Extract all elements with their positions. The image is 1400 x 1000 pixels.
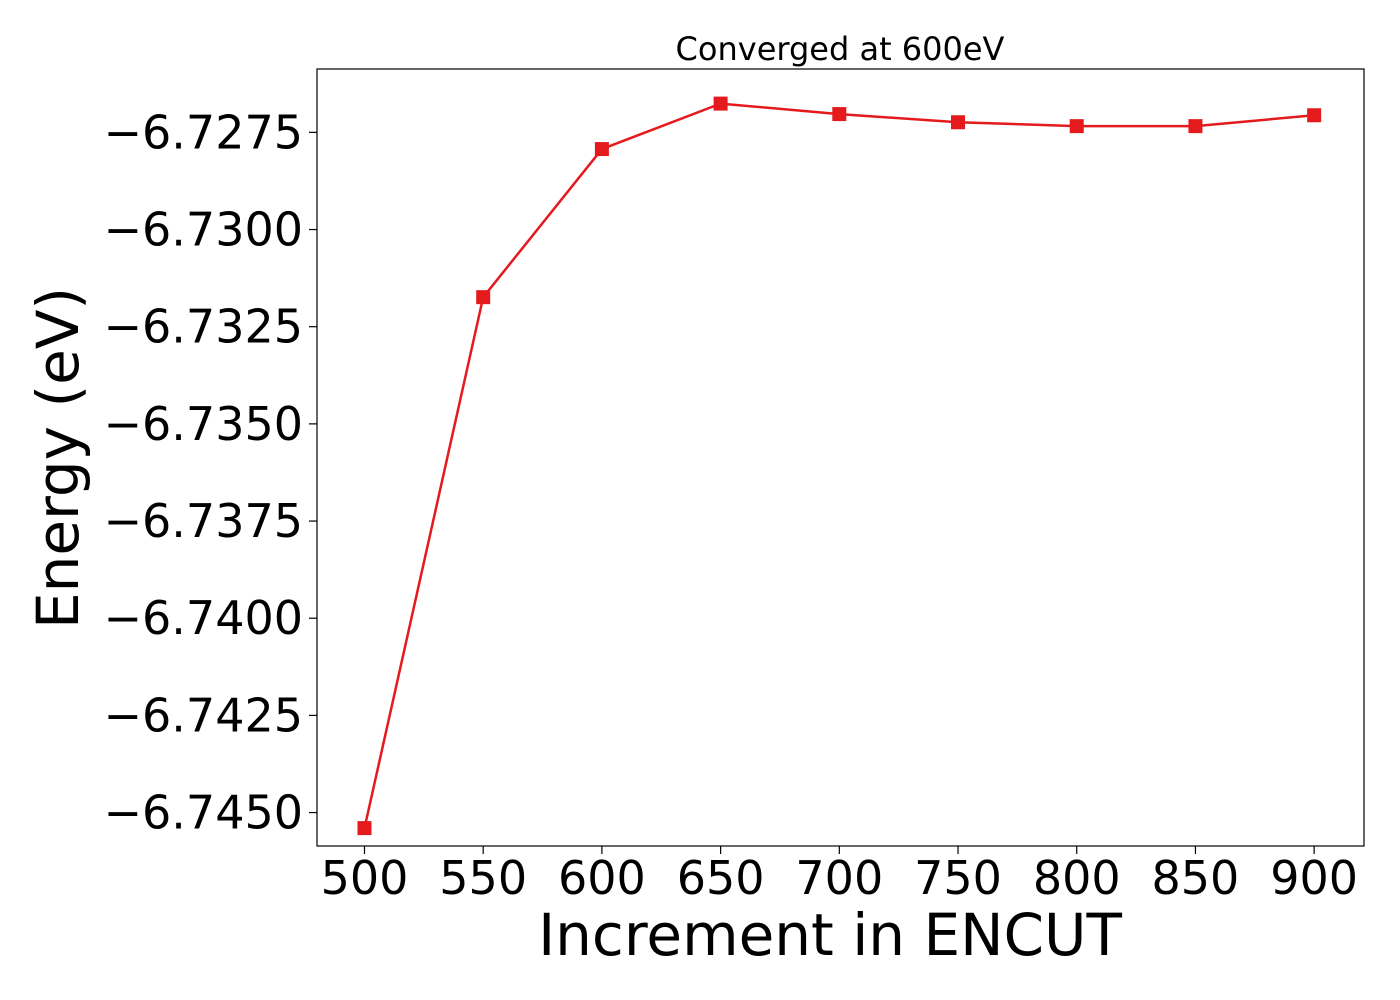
x-axis: 500 550 600 650 700 750 800 850 900: [321, 846, 1358, 905]
y-tick-label: −6.7400: [104, 591, 304, 645]
plot-area: 500 550 600 650 700 750 800 850 900 −6.7275 −6.73…: [104, 68, 1365, 905]
data-point-marker: [1188, 119, 1203, 134]
x-tick-label: 900: [1270, 851, 1358, 905]
data-point-marker: [832, 107, 847, 122]
series-layer: [357, 96, 1322, 836]
data-point-marker: [476, 290, 491, 305]
x-tick-label: 800: [1033, 851, 1121, 905]
y-axis: −6.7275 −6.7300 −6.7325 −6.7350 −6.7375 −6.74…: [104, 105, 317, 840]
x-tick-label: 700: [795, 851, 883, 905]
data-point-marker: [357, 821, 372, 836]
x-tick-label: 650: [677, 851, 765, 905]
y-axis-label: Energy (eV): [24, 287, 92, 629]
x-tick-label: 500: [321, 851, 409, 905]
y-tick-label: −6.7350: [104, 397, 304, 451]
y-tick-label: −6.7375: [104, 494, 304, 548]
y-tick-label: −6.7275: [104, 105, 304, 159]
y-tick-label: −6.7300: [104, 203, 304, 257]
data-point-marker: [951, 115, 966, 130]
y-tick-label: −6.7325: [104, 300, 304, 354]
y-tick-label: −6.7425: [104, 688, 304, 742]
data-point-marker: [1307, 108, 1322, 123]
series-line: [363, 102, 1315, 829]
chart-title: Converged at 600eV: [676, 30, 1005, 68]
x-axis-label: Increment in ENCUT: [538, 901, 1122, 969]
x-tick-label: 550: [439, 851, 527, 905]
y-tick-label: −6.7450: [104, 786, 304, 840]
data-point-marker: [594, 142, 609, 157]
data-point-marker: [1069, 119, 1084, 134]
x-tick-label: 850: [1152, 851, 1240, 905]
plot-frame: [316, 68, 1365, 847]
data-point-marker: [713, 96, 728, 111]
x-tick-label: 600: [558, 851, 646, 905]
x-tick-label: 750: [914, 851, 1002, 905]
